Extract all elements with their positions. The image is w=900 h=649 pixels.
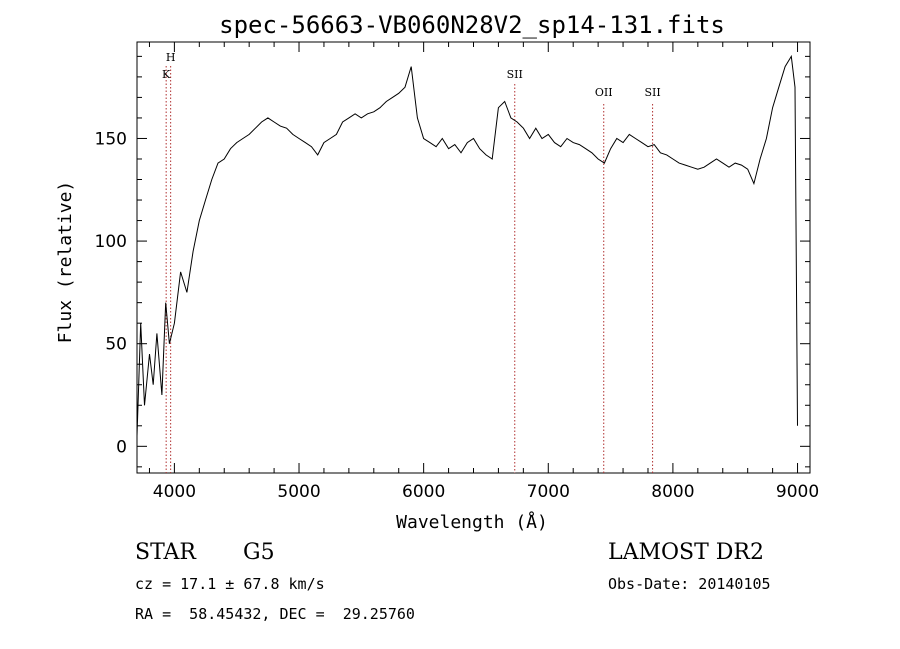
redshift-cz: cz = 17.1 ± 67.8 km/s: [135, 575, 325, 593]
object-subclass: G5: [243, 540, 275, 565]
y-tick-label: 0: [116, 437, 127, 457]
y-axis-ticks: 0 50 100 150: [95, 55, 810, 468]
plot-frame: [136, 41, 811, 474]
chart-title: spec-56663-VB060N28V2_sp14-131.fits: [219, 11, 725, 39]
object-class: STAR: [135, 540, 196, 565]
spectral-line-label: K: [162, 68, 171, 81]
x-tick-label: 8000: [651, 482, 694, 502]
x-tick-label: 6000: [402, 482, 445, 502]
spectral-line-markers: HK SII OII SII: [162, 51, 661, 473]
obs-date: Obs-Date: 20140105: [608, 575, 771, 593]
x-axis-ticks: 4000 5000 6000 7000 8000 9000: [148, 42, 819, 502]
x-tick-label: 5000: [277, 482, 320, 502]
spectral-line-label: SII: [507, 68, 523, 81]
ra-dec-coords: RA = 58.45432, DEC = 29.25760: [135, 605, 415, 623]
x-tick-label: 9000: [776, 482, 819, 502]
spectrum-series: [136, 54, 798, 437]
y-axis-label: Flux (relative): [55, 181, 76, 344]
spectral-line-label: SII: [644, 86, 660, 99]
y-tick-label: 100: [95, 232, 127, 252]
y-tick-label: 150: [95, 129, 127, 149]
x-tick-label: 7000: [527, 482, 570, 502]
y-tick-label: 50: [105, 335, 127, 355]
spectral-line-label: H: [166, 51, 176, 64]
spectral-line-label: OII: [595, 86, 613, 99]
x-tick-label: 4000: [153, 482, 196, 502]
x-axis-label: Wavelength (Å): [396, 511, 548, 533]
survey-name: LAMOST DR2: [608, 540, 764, 565]
